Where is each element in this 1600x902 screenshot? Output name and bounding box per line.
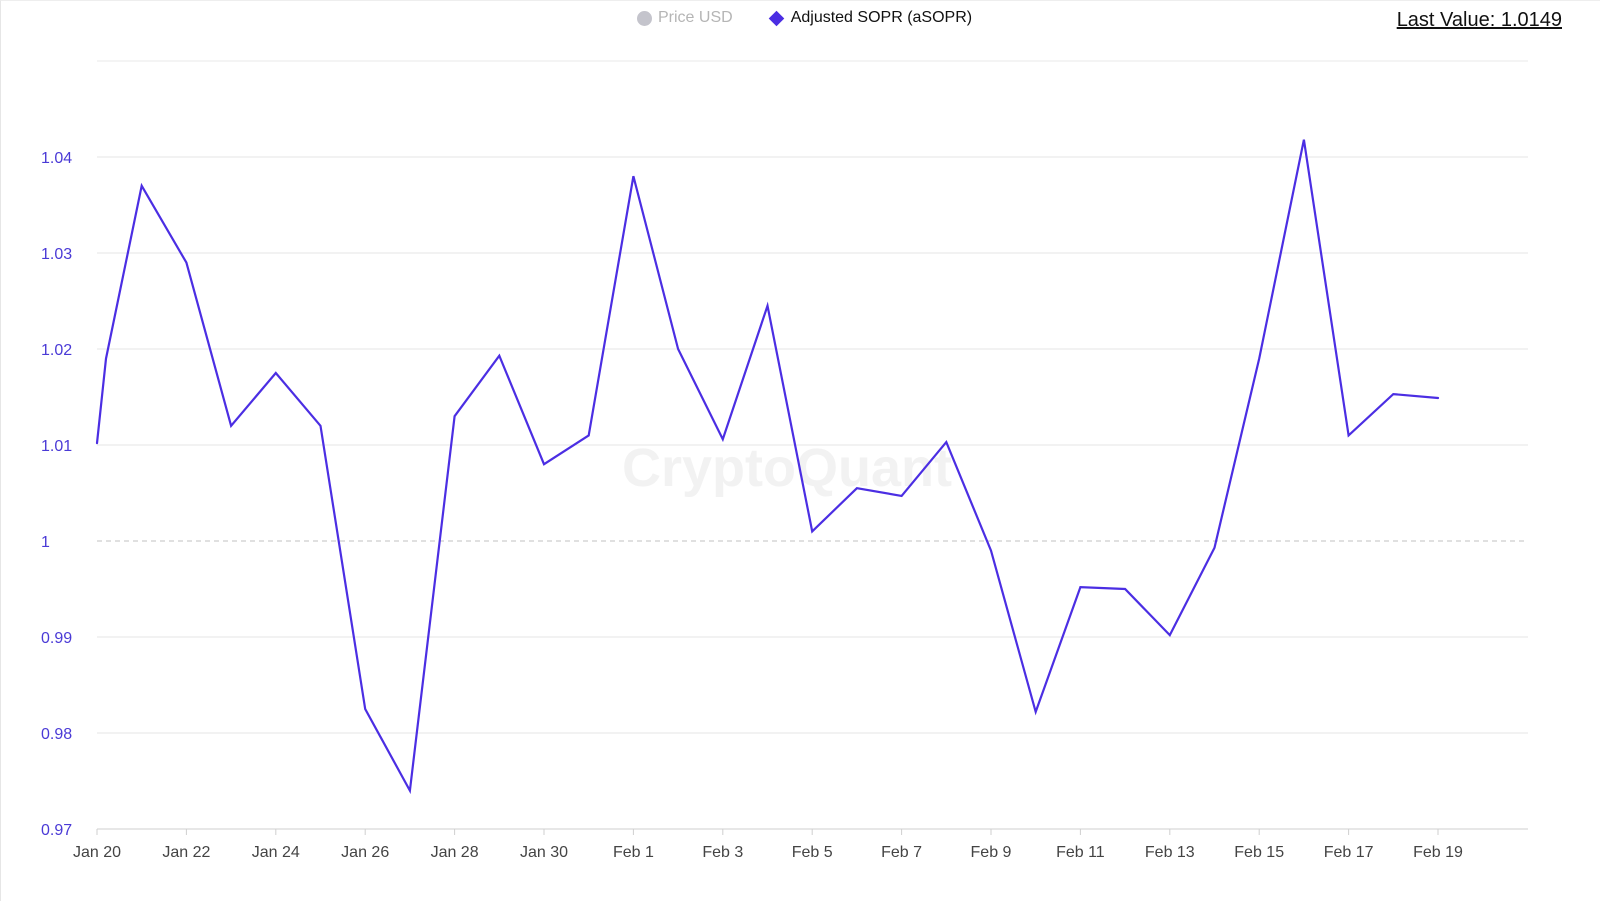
legend-item-price-usd[interactable]: Price USD (637, 9, 733, 27)
x-tick-label: Feb 1 (613, 844, 654, 861)
x-tick-label: Feb 11 (1056, 844, 1105, 861)
circle-icon (637, 10, 652, 26)
watermark-logo: CryptoQuant (622, 438, 952, 498)
legend-label-price-usd: Price USD (658, 9, 733, 26)
x-axis-labels: Jan 20 Jan 22 Jan 24 Jan 26 Jan 28 Jan 30 Feb … (73, 844, 1463, 861)
series-asopr[interactable] (95, 139, 1440, 795)
grid-lines (97, 60, 1528, 734)
x-tick-label: Feb 5 (792, 844, 833, 861)
x-tick-label: Feb 7 (881, 844, 922, 861)
legend-label-asopr: Adjusted SOPR (aSOPR) (790, 9, 973, 26)
y-tick-label: 0.99 (41, 630, 72, 647)
y-tick-label: 1.04 (41, 150, 72, 167)
x-tick-label: Jan 20 (73, 844, 121, 861)
series-line-asopr[interactable] (95, 139, 1440, 795)
x-tick-label: Feb 19 (1413, 844, 1463, 861)
y-tick-label: 1.01 (41, 438, 72, 455)
x-tick-label: Feb 9 (971, 844, 1012, 861)
x-tick-label: Jan 24 (252, 844, 300, 861)
x-tick-label: Feb 15 (1234, 844, 1284, 861)
y-tick-label: 1.03 (41, 246, 72, 263)
y-tick-label: 1.02 (41, 342, 72, 359)
y-tick-label: 0.97 (41, 822, 72, 839)
y-tick-label: 1 (41, 534, 50, 551)
x-tick-label: Jan 22 (162, 844, 210, 861)
last-value-link[interactable]: Last Value: 1.0149 (1396, 9, 1562, 31)
y-tick-label: 0.98 (41, 726, 72, 743)
chart-legend: Price USD Adjusted SOPR (aSOPR) (637, 9, 1008, 27)
x-tick-label: Jan 30 (520, 844, 568, 861)
x-axis (96, 828, 1528, 835)
legend-item-asopr[interactable]: Adjusted SOPR (aSOPR) (768, 9, 973, 27)
x-tick-label: Jan 28 (431, 844, 479, 861)
x-tick-label: Feb 17 (1324, 844, 1374, 861)
x-tick-label: Jan 26 (341, 844, 389, 861)
x-tick-label: Feb 3 (702, 844, 743, 861)
x-tick-label: Feb 13 (1145, 844, 1195, 861)
y-axis: 0.97 0.98 0.99 1 1.01 1.02 1.03 1.04 (41, 150, 72, 839)
